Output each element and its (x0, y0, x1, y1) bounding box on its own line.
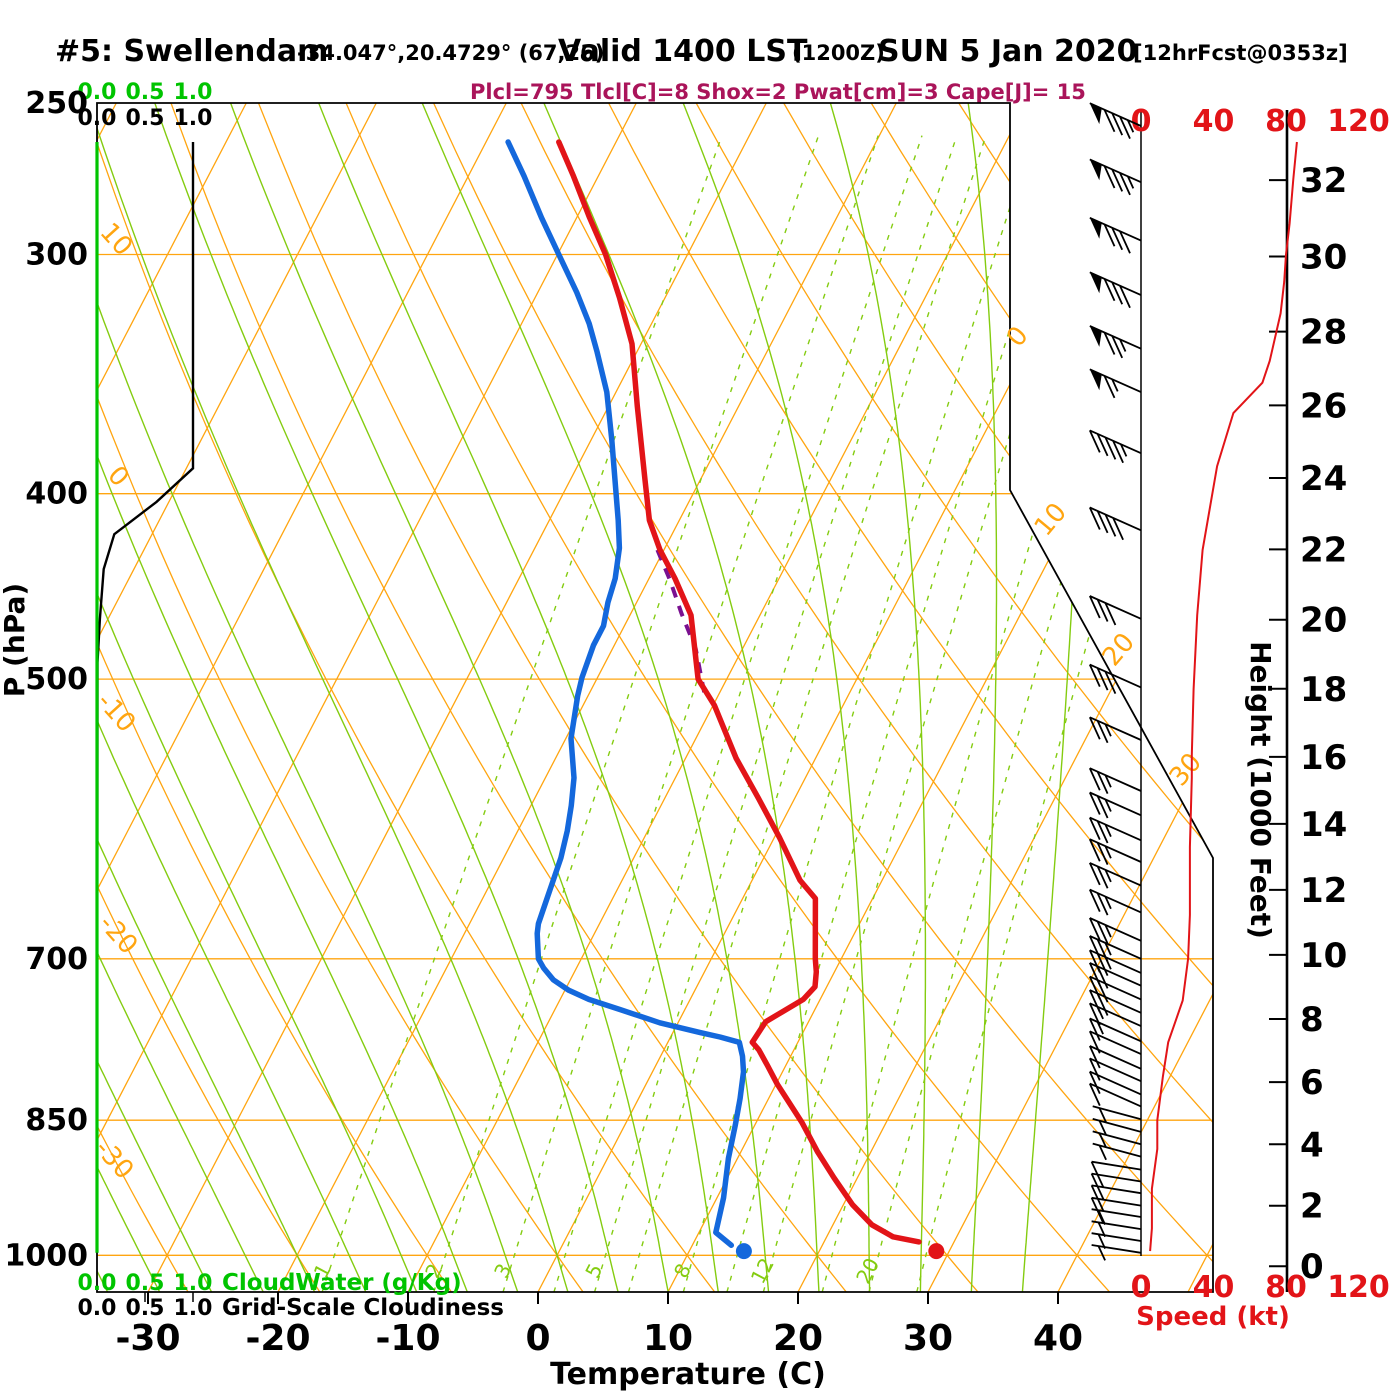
svg-text:0: 0 (1300, 1247, 1324, 1287)
svg-text:10: 10 (94, 217, 138, 262)
title-station: #5: Swellendam (55, 34, 329, 69)
svg-text:28: 28 (1300, 313, 1347, 353)
svg-text:0.5: 0.5 (126, 106, 165, 131)
svg-text:0.0: 0.0 (78, 1271, 117, 1296)
title-forecast-tag: [12hrFcst@0353z] (1133, 41, 1348, 65)
svg-text:3: 3 (489, 1259, 516, 1282)
svg-text:0.0: 0.0 (78, 106, 117, 131)
svg-text:80: 80 (1265, 1270, 1307, 1305)
surface-temperature-marker (928, 1243, 945, 1260)
svg-text:850: 850 (25, 1103, 88, 1138)
svg-text:P (hPa): P (hPa) (0, 583, 31, 697)
svg-text:120: 120 (1327, 104, 1390, 139)
svg-text:20: 20 (773, 1318, 823, 1359)
svg-text:14: 14 (1300, 805, 1347, 845)
scale-labels: 0.00.00.50.51.01.00.00.00.50.51.01.0Clou… (78, 80, 504, 1321)
svg-text:2: 2 (1300, 1187, 1324, 1227)
svg-text:0: 0 (1131, 1270, 1152, 1305)
svg-text:20: 20 (1097, 628, 1141, 673)
svg-text:0: 0 (1001, 321, 1035, 353)
svg-text:120: 120 (1327, 1270, 1390, 1305)
wind-barbs (1088, 102, 1142, 1261)
svg-text:300: 300 (25, 238, 88, 273)
svg-text:30: 30 (903, 1318, 953, 1359)
svg-text:Grid-Scale Cloudiness: Grid-Scale Cloudiness (222, 1295, 504, 1321)
svg-text:40: 40 (1193, 104, 1235, 139)
background-grid (97, 103, 1213, 1292)
svg-text:700: 700 (25, 942, 88, 977)
svg-text:30: 30 (1300, 238, 1347, 278)
svg-text:400: 400 (25, 477, 88, 512)
svg-text:16: 16 (1300, 738, 1347, 778)
svg-text:40: 40 (1193, 1270, 1235, 1305)
svg-text:0.0: 0.0 (78, 1296, 117, 1321)
svg-text:-10: -10 (375, 1318, 440, 1359)
svg-text:0.5: 0.5 (126, 80, 165, 105)
svg-text:26: 26 (1300, 386, 1347, 426)
svg-text:-30: -30 (115, 1318, 180, 1359)
svg-text:0: 0 (525, 1318, 550, 1359)
svg-text:250: 250 (25, 86, 88, 121)
svg-text:1.0: 1.0 (174, 1271, 213, 1296)
svg-text:12: 12 (746, 1254, 779, 1288)
svg-text:20: 20 (851, 1254, 884, 1288)
svg-text:30: 30 (1164, 748, 1208, 793)
svg-text:1.0: 1.0 (174, 80, 213, 105)
temperature-axis: -30 -20 -10 0 10 20 30 40 Temperature (C) (115, 1292, 1083, 1392)
wind-speed-curve (1149, 141, 1298, 1252)
svg-text:10: 10 (643, 1318, 693, 1359)
svg-text:0: 0 (101, 460, 134, 492)
svg-text:32: 32 (1300, 161, 1347, 201)
title-date: SUN 5 Jan 2020 (878, 34, 1138, 69)
svg-text:4: 4 (1300, 1125, 1324, 1165)
svg-text:10: 10 (1300, 936, 1347, 976)
svg-text:-20: -20 (93, 909, 144, 961)
svg-text:Height (1000 Feet): Height (1000 Feet) (1244, 641, 1277, 939)
svg-text:5: 5 (580, 1259, 607, 1282)
surface-dewpoint-marker (735, 1243, 752, 1260)
svg-text:Temperature (C): Temperature (C) (550, 1357, 826, 1392)
svg-text:80: 80 (1265, 104, 1307, 139)
svg-text:0: 0 (1131, 104, 1152, 139)
svg-text:0.5: 0.5 (126, 1271, 165, 1296)
title-zulu-time: (1200Z) (792, 41, 885, 65)
svg-text:CloudWater (g/Kg): CloudWater (g/Kg) (222, 1270, 462, 1296)
svg-text:1.0: 1.0 (174, 106, 213, 131)
svg-text:24: 24 (1300, 459, 1347, 499)
svg-text:18: 18 (1300, 670, 1347, 710)
svg-text:500: 500 (25, 662, 88, 697)
temperature-curve (556, 139, 922, 1245)
svg-text:6: 6 (1300, 1063, 1324, 1103)
svg-text:Speed (kt): Speed (kt) (1136, 1302, 1290, 1332)
stability-indices-line: Plcl=795 Tlcl[C]=8 Shox=2 Pwat[cm]=3 Cap… (470, 80, 1086, 104)
svg-text:20: 20 (1300, 601, 1347, 641)
svg-text:22: 22 (1300, 530, 1347, 570)
svg-text:0.0: 0.0 (78, 80, 117, 105)
title-valid-time: Valid 1400 LST (558, 34, 808, 69)
svg-text:40: 40 (1033, 1318, 1083, 1359)
svg-text:12: 12 (1300, 871, 1347, 911)
svg-text:1000: 1000 (5, 1238, 89, 1273)
plot-frame (96, 102, 1214, 1293)
svg-text:8: 8 (1300, 1000, 1324, 1040)
svg-text:-20: -20 (245, 1318, 310, 1359)
title-coordinates: -34.047°,20.4729° (67,26) (297, 41, 605, 65)
pressure-axis-labels: 250 300 400 500 700 850 1000 P (hPa) (0, 86, 88, 1273)
dewpoint-curve (505, 139, 747, 1249)
